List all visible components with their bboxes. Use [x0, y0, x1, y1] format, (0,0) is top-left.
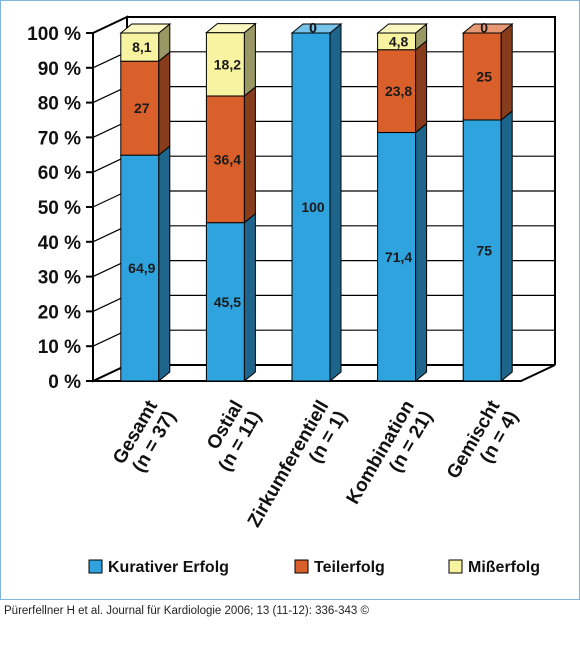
- data-label: 75: [476, 243, 492, 259]
- category-label: Kombination(n = 21): [343, 397, 437, 519]
- bar-front: [291, 32, 331, 382]
- data-label: 4,8: [389, 33, 409, 49]
- y-tick-label: 80 %: [38, 94, 81, 115]
- bar-segment: [205, 212, 256, 383]
- y-tick-label: 30 %: [38, 268, 81, 289]
- bars: [119, 22, 514, 383]
- citation-text: Pürerfellner H et al. Journal für Kardio…: [4, 605, 369, 617]
- bar-segment: [377, 39, 428, 134]
- bar-side: [500, 22, 513, 122]
- stacked-bar-chart: 0 % 10 % 20 % 30 % 40 % 50 % 60 % 70 % 80 % 90 % 1…: [27, 15, 556, 576]
- bar-side: [415, 122, 428, 383]
- bar-segment: [120, 22, 171, 63]
- y-tick-label: 90 %: [38, 59, 81, 80]
- legend: Kurativer Erfolg Teilerfolg Mißerfolg: [88, 559, 540, 576]
- bar-front: [120, 32, 160, 62]
- bar-side: [329, 22, 342, 383]
- bar-front: [120, 60, 160, 156]
- data-label: 0: [309, 20, 317, 36]
- data-label: 36,4: [214, 151, 241, 167]
- legend-swatch: [88, 559, 103, 574]
- bar-top: [119, 23, 172, 34]
- y-tick-label: 20 %: [38, 302, 81, 323]
- chart-frame: 0 % 10 % 20 % 30 % 40 % 50 % 60 % 70 % 80 % 90 % 1…: [0, 0, 580, 600]
- data-label: 100: [301, 199, 325, 215]
- bar-side: [158, 51, 171, 157]
- legend-swatch: [294, 559, 309, 574]
- y-tick-label: 70 %: [38, 128, 81, 149]
- y-tick-label: 40 %: [38, 233, 81, 254]
- bar-segment: [377, 122, 428, 383]
- data-label: 27: [134, 100, 150, 116]
- bar-segment: [120, 51, 171, 157]
- legend-label: Kurativer Erfolg: [108, 559, 229, 576]
- bar-side: [243, 22, 256, 98]
- y-tick-label: 60 %: [38, 163, 81, 184]
- data-labels: 64,9 27 8,1 45,5 36,4 18,2 100 0 0 71,4 23,8 4,8 75 2…: [128, 20, 492, 310]
- bar-side: [415, 39, 428, 134]
- y-tick-label: 100 %: [27, 24, 81, 45]
- bar-top: [376, 23, 429, 34]
- bar-front: [377, 49, 417, 134]
- y-tick-label: 0 %: [48, 372, 81, 393]
- data-label: 18,2: [214, 56, 241, 72]
- bar-segment: [205, 22, 256, 98]
- bar-segment: [462, 22, 513, 122]
- data-label: 45,5: [214, 294, 241, 310]
- bar-front: [462, 32, 502, 121]
- category-labels: Gesamt(n = 37) Ostial(n = 11)Zirkumferent…: [109, 396, 523, 531]
- bar-side: [500, 109, 513, 383]
- y-tick-label: 50 %: [38, 198, 81, 219]
- data-label: 23,8: [385, 83, 412, 99]
- data-label: 71,4: [385, 249, 412, 265]
- legend-swatch: [448, 559, 463, 574]
- data-label: 25: [476, 69, 492, 85]
- data-label: 0: [480, 20, 488, 36]
- category-label: Gemischt(n = 4): [443, 396, 523, 493]
- bar-top: [204, 23, 257, 34]
- bar-segment: [291, 22, 342, 383]
- category-label: Gesamt(n = 37): [109, 396, 181, 478]
- legend-label: Teilerfolg: [314, 559, 385, 576]
- bar-side: [243, 85, 256, 224]
- bar-side: [158, 145, 171, 383]
- gridline-side: [92, 16, 128, 34]
- category-label: Ostial(n = 11): [197, 397, 266, 475]
- bar-front: [205, 95, 245, 224]
- y-axis-ticks: 0 % 10 % 20 % 30 % 40 % 50 % 60 % 70 % 80 % 90 % 1…: [27, 24, 93, 393]
- bar-segment: [120, 145, 171, 383]
- bar-top: [461, 23, 514, 34]
- bar-front: [377, 132, 417, 382]
- bar-side: [243, 212, 256, 383]
- data-label: 0: [309, 20, 317, 36]
- data-label: 8,1: [132, 39, 152, 55]
- y-tick-label: 10 %: [38, 337, 81, 358]
- bar-front: [205, 32, 245, 97]
- bar-top: [290, 23, 343, 34]
- legend-label: Mißerfolg: [468, 559, 540, 576]
- bar-segment: [462, 109, 513, 383]
- data-label: 64,9: [128, 260, 155, 276]
